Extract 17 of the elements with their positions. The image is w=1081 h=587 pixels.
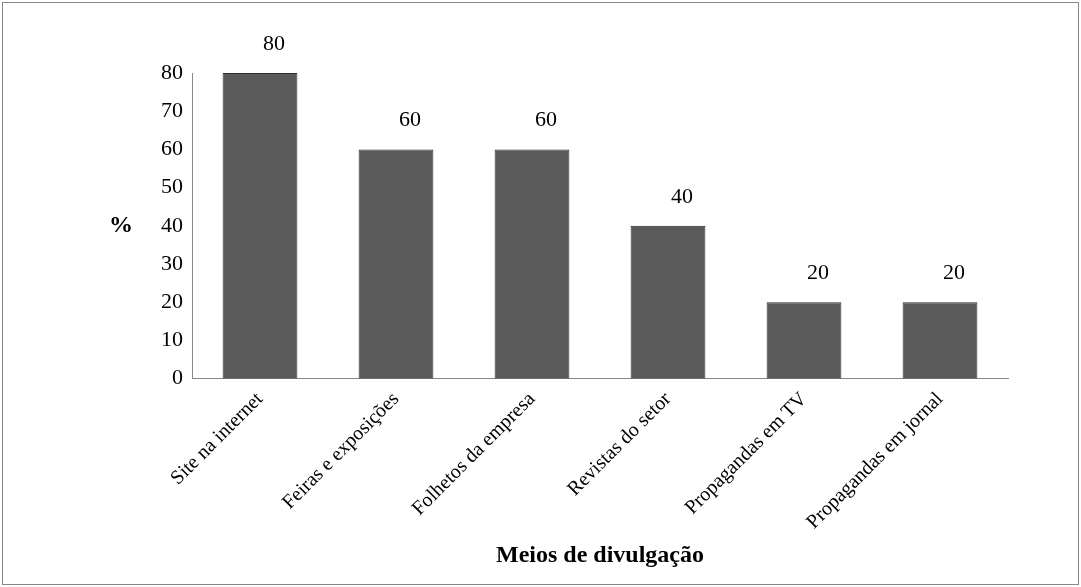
y-tick-label: 80 bbox=[161, 58, 183, 84]
y-tick-label: 20 bbox=[161, 288, 183, 313]
data-label: 60 bbox=[399, 106, 421, 132]
data-label: 20 bbox=[807, 259, 829, 284]
y-tick-label: 40 bbox=[161, 211, 183, 237]
data-label: 80 bbox=[263, 29, 285, 55]
y-tick-label: 70 bbox=[161, 96, 183, 122]
y-axis-title: % bbox=[109, 211, 133, 238]
y-tick-label: 10 bbox=[161, 326, 183, 352]
x-axis-title: Meios de divulgação bbox=[496, 540, 704, 567]
data-label: 60 bbox=[535, 106, 557, 132]
y-tick-label: 30 bbox=[161, 249, 183, 275]
y-tick-label: 50 bbox=[161, 173, 183, 199]
data-label: 20 bbox=[943, 259, 965, 284]
data-label: 40 bbox=[671, 182, 693, 208]
y-tick-label: 60 bbox=[161, 135, 183, 161]
y-tick-label: 0 bbox=[172, 364, 183, 390]
